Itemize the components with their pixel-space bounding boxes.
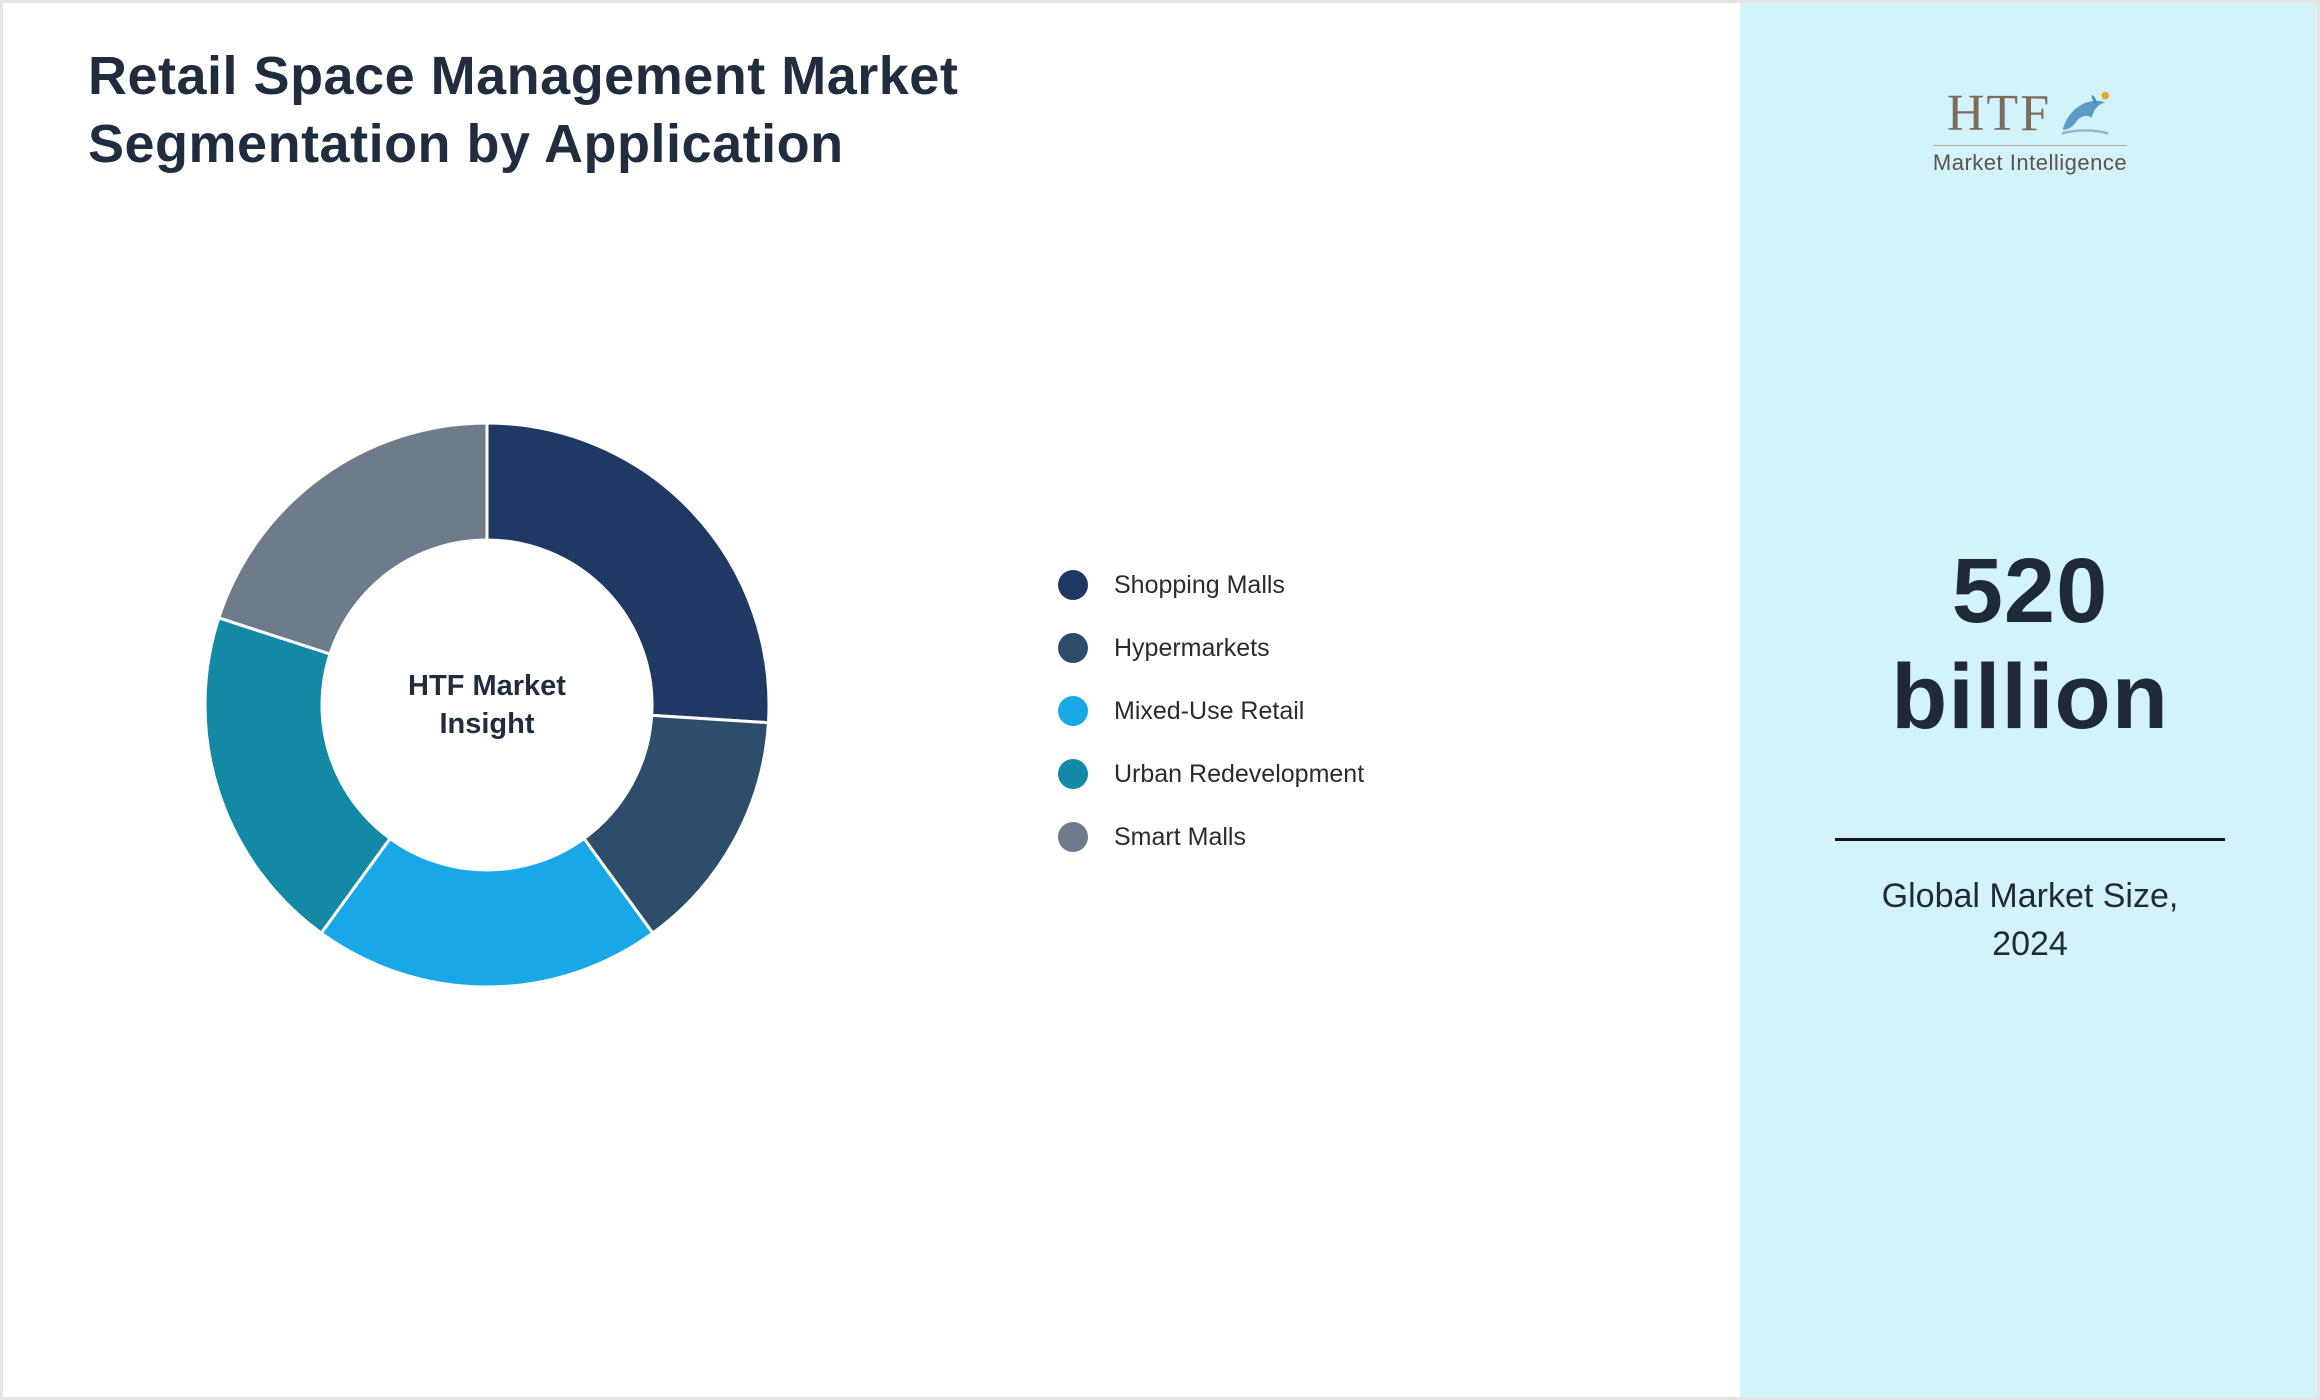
donut-center-label-line-1: HTF Market (408, 670, 566, 702)
legend-swatch (1058, 696, 1088, 726)
sidebar: HTF Market Intelligence 520 billion Glob… (1740, 0, 2320, 1400)
donut-segment-mixed-use-retail (319, 836, 655, 989)
legend: Shopping Malls Hypermarkets Mixed-Use Reta… (1058, 570, 1364, 852)
legend-item: Hypermarkets (1058, 633, 1364, 663)
donut-center-label-line-2: Insight (439, 708, 535, 740)
logo-subtext: Market Intelligence (1932, 145, 2128, 176)
legend-swatch (1058, 570, 1088, 600)
market-size-caption: Global Market Size, 2024 (1740, 872, 2320, 968)
donut-segment-shopping-malls (485, 421, 771, 725)
donut-segment-smart-malls (217, 421, 489, 656)
legend-item: Smart Malls (1058, 822, 1364, 852)
legend-item: Shopping Malls (1058, 570, 1364, 600)
donut-segment-urban-redevelopment (203, 616, 392, 935)
dolphin-icon (2055, 88, 2113, 143)
stat-divider (1835, 838, 2225, 841)
page-title-line-2: Segmentation by Application (88, 114, 844, 174)
market-size-value-line-2: billion (1891, 646, 2169, 748)
market-size-caption-line-1: Global Market Size, (1881, 877, 2179, 915)
legend-label: Smart Malls (1114, 822, 1246, 851)
chart-panel: Retail Space Management Market Segmentat… (88, 42, 1365, 990)
legend-swatch (1058, 759, 1088, 789)
logo: HTF Market Intelligence (1740, 88, 2320, 176)
legend-swatch (1058, 633, 1088, 663)
legend-swatch (1058, 822, 1088, 852)
legend-label: Mixed-Use Retail (1114, 696, 1305, 725)
donut-chart-svg (203, 421, 771, 989)
market-size-value: 520 billion (1740, 538, 2320, 750)
donut-center-label: HTF Market Insight (337, 667, 637, 743)
legend-label: Hypermarkets (1114, 633, 1270, 662)
market-size-caption-line-2: 2024 (1992, 925, 2068, 963)
logo-text: HTF (1946, 85, 2052, 142)
legend-item: Urban Redevelopment (1058, 759, 1364, 789)
legend-label: Urban Redevelopment (1114, 759, 1365, 788)
legend-label: Shopping Malls (1114, 570, 1285, 599)
page-title-line-1: Retail Space Management Market (88, 46, 959, 106)
market-size-value-line-1: 520 (1951, 540, 2109, 642)
page-title: Retail Space Management Market Segmentat… (88, 42, 958, 178)
legend-item: Mixed-Use Retail (1058, 696, 1364, 726)
donut-chart: HTF Market Insight (202, 420, 772, 990)
